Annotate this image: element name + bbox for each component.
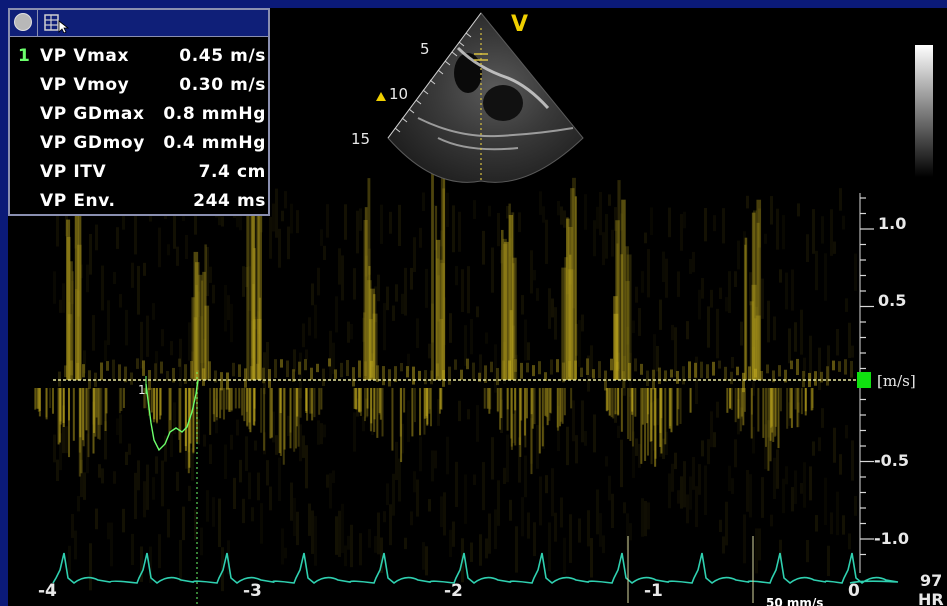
measurement-row-env[interactable]: VP Env. 244 ms [10, 187, 268, 216]
velocity-unit-label: [m/s] [877, 372, 916, 390]
calculator-icon[interactable] [44, 13, 70, 33]
measurement-value: 0.45 m/s [179, 46, 266, 66]
velocity-trace[interactable] [145, 379, 199, 452]
spectral-doppler: 1 [34, 171, 899, 606]
time-tick-0: 0 [848, 581, 860, 601]
focus-marker-icon [376, 92, 386, 101]
measurement-row-gdmoy[interactable]: VP GDmoy 0.4 mmHg [10, 129, 268, 158]
measurement-label: VP Env. [40, 191, 116, 211]
depth-label-5: 5 [420, 40, 430, 58]
echo-sector-image [376, 12, 584, 183]
doppler-spectrum [34, 171, 857, 592]
measurement-value: 244 ms [193, 191, 266, 211]
ultrasound-viewport: 1 V 5 10 [8, 8, 947, 606]
time-tick-minus-1: -1 [644, 581, 663, 601]
header-divider [37, 10, 38, 36]
time-tick-minus-3: -3 [243, 581, 262, 601]
measurement-value: 0.8 mmHg [163, 104, 266, 124]
measurement-value: 0.30 m/s [179, 75, 266, 95]
baseline-handle[interactable] [857, 372, 871, 388]
measurement-label: VP ITV [40, 162, 107, 182]
velocity-tick-minus-0.5: -0.5 [874, 451, 909, 470]
sweep-speed-label: 50 mm/s [766, 596, 824, 606]
measurement-value: 7.4 cm [198, 162, 266, 182]
velocity-tick-1.0: 1.0 [878, 214, 907, 233]
measurement-index: 1 [18, 46, 31, 66]
panel-header [10, 10, 268, 37]
measurement-row-vmoy[interactable]: VP Vmoy 0.30 m/s [10, 71, 268, 100]
velocity-tick-minus-1.0: -1.0 [874, 529, 909, 548]
ecg-markers [627, 536, 754, 603]
time-tick-minus-4: -4 [38, 581, 57, 601]
trace-marker: 1 [138, 383, 146, 397]
measurement-label: VP GDmoy [40, 133, 145, 153]
heart-rate-value: 97 [920, 571, 943, 590]
depth-label-15: 15 [351, 130, 371, 148]
velocity-tick-0.5: 0.5 [878, 291, 907, 310]
measurement-label: VP GDmax [40, 104, 145, 124]
measurement-row-gdmax[interactable]: VP GDmax 0.8 mmHg [10, 100, 268, 129]
view-label: V [511, 12, 529, 37]
record-icon[interactable] [14, 13, 32, 31]
measurement-value: 0.4 mmHg [163, 133, 266, 153]
measurement-label: VP Vmax [40, 46, 130, 66]
grayscale-bar [915, 45, 933, 177]
measurement-panel: 1 VP Vmax 0.45 m/s VP Vmoy 0.30 m/s VP G… [8, 8, 270, 216]
measurement-label: VP Vmoy [40, 75, 130, 95]
depth-label-10: 10 [389, 85, 409, 103]
measurement-row-vmax[interactable]: 1 VP Vmax 0.45 m/s [10, 42, 268, 71]
measurement-row-itv[interactable]: VP ITV 7.4 cm [10, 158, 268, 187]
time-tick-minus-2: -2 [444, 581, 463, 601]
ecg-trace [52, 552, 899, 585]
heart-rate-label: HR [918, 590, 944, 606]
